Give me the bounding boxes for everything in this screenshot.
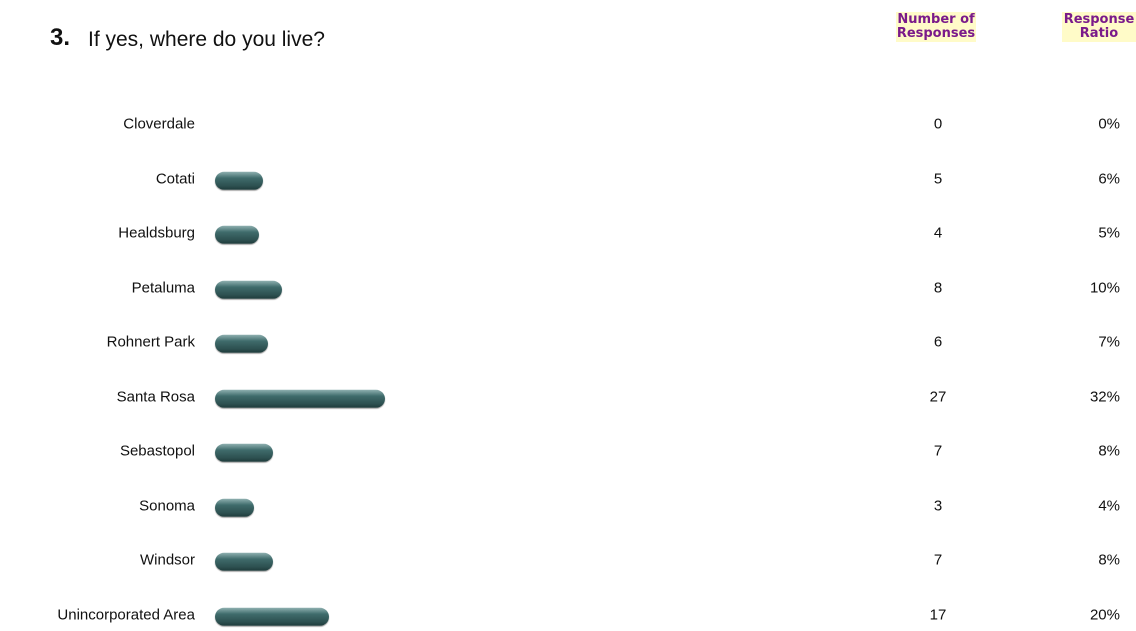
- category-label: Cotati: [155, 170, 195, 187]
- column-header: Number of Responses: [896, 12, 976, 42]
- response-ratio: 8%: [1098, 442, 1120, 460]
- bar: [215, 607, 329, 626]
- response-ratio: 7%: [1098, 333, 1120, 351]
- response-ratio: 6%: [1098, 170, 1120, 187]
- category-label: Cloverdale: [123, 115, 195, 133]
- category-label: Sebastopol: [119, 442, 195, 460]
- category-label: Santa Rosa: [116, 388, 195, 405]
- response-ratio: 32%: [1089, 388, 1120, 405]
- category-label: Healdsburg: [118, 224, 195, 242]
- category-label: Rohnert Park: [106, 333, 195, 351]
- response-count: 17: [929, 606, 947, 623]
- category-label: Unincorporated Area: [57, 606, 195, 623]
- bar: [215, 334, 268, 353]
- bar: [215, 171, 264, 190]
- response-count: 8: [933, 279, 943, 296]
- question-title: If yes, where do you live?: [88, 28, 325, 51]
- response-count: 3: [933, 497, 943, 514]
- bar: [215, 552, 273, 571]
- response-ratio: 4%: [1098, 497, 1120, 514]
- column-header: Response Ratio: [1062, 12, 1136, 42]
- question-number: 3.: [50, 24, 71, 51]
- response-count: 5: [933, 170, 943, 187]
- response-ratio: 5%: [1098, 224, 1120, 242]
- bar: [215, 443, 273, 462]
- category-label: Sonoma: [139, 497, 195, 514]
- response-count: 7: [933, 442, 943, 460]
- response-ratio: 10%: [1089, 279, 1120, 296]
- response-ratio: 0%: [1098, 115, 1120, 133]
- bar: [215, 225, 259, 244]
- response-count: 27: [929, 388, 947, 405]
- response-count: 6: [933, 333, 943, 351]
- category-label: Petaluma: [131, 279, 195, 296]
- response-ratio: 8%: [1098, 551, 1120, 569]
- bar: [215, 280, 282, 299]
- bar: [215, 389, 386, 408]
- response-ratio: 20%: [1089, 606, 1120, 623]
- bar: [215, 498, 254, 517]
- response-count: 7: [933, 551, 943, 569]
- response-count: 0: [933, 115, 943, 133]
- response-count: 4: [933, 224, 943, 242]
- category-label: Windsor: [139, 551, 195, 569]
